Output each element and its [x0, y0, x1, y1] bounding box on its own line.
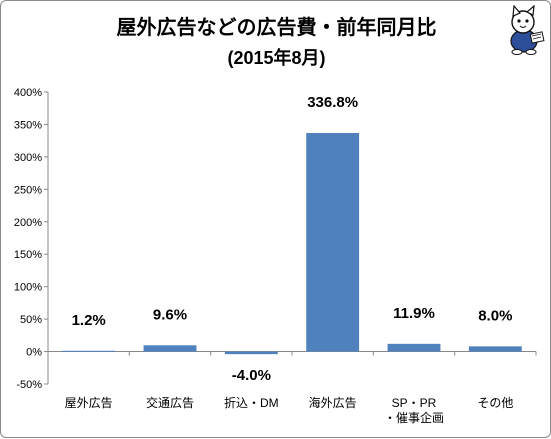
bar [468, 346, 522, 352]
y-tick-label: 400% [14, 87, 42, 99]
category-label: 海外広告 [309, 395, 357, 410]
data-label: 11.9% [393, 305, 435, 322]
bar [387, 343, 441, 352]
y-tick-label: 300% [14, 152, 42, 164]
y-tick-label: 350% [14, 119, 42, 131]
cat-mascot-icon [510, 5, 545, 55]
category-label: 折込・DM [224, 395, 279, 410]
y-tick-label: 150% [14, 249, 42, 261]
data-label: 8.0% [478, 307, 512, 324]
y-tick-label: 100% [14, 282, 42, 294]
bar [143, 345, 197, 352]
y-tick-label: 0% [26, 347, 42, 359]
data-label: -4.0% [232, 367, 271, 384]
y-tick-label: -50% [16, 379, 42, 391]
bar [224, 351, 278, 355]
y-tick-label: 200% [14, 217, 42, 229]
category-label: ・催事企画 [384, 410, 444, 425]
bar [306, 133, 360, 352]
chart-title: 屋外広告などの広告費・前年同月比 [116, 17, 437, 39]
category-label: 交通広告 [146, 395, 194, 410]
y-tick-label: 50% [20, 314, 42, 326]
data-label: 1.2% [72, 312, 106, 329]
y-tick-label: 250% [14, 184, 42, 196]
category-label: その他 [477, 396, 513, 410]
data-label: 336.8% [307, 94, 358, 111]
data-label: 9.6% [153, 306, 187, 323]
chart-subtitle: (2015年8月) [227, 48, 326, 68]
category-label: 屋外広告 [65, 396, 113, 410]
bar [62, 350, 116, 352]
category-label: SP・PR [392, 396, 437, 410]
